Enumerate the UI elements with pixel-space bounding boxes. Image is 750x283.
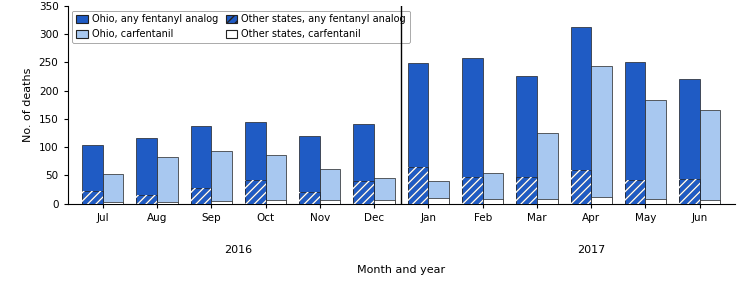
Bar bbox=[82, 191, 103, 204]
Bar bbox=[700, 110, 720, 204]
Bar bbox=[679, 79, 700, 204]
Bar bbox=[374, 200, 394, 204]
Bar bbox=[462, 58, 483, 204]
Bar bbox=[245, 180, 266, 204]
Bar bbox=[700, 200, 720, 204]
Bar bbox=[353, 124, 374, 204]
Bar bbox=[82, 191, 103, 204]
Bar bbox=[136, 195, 157, 204]
Y-axis label: No. of deaths: No. of deaths bbox=[23, 68, 33, 142]
Bar bbox=[190, 188, 211, 204]
Bar bbox=[82, 145, 103, 204]
Bar bbox=[571, 170, 591, 204]
Bar bbox=[408, 167, 428, 204]
Bar bbox=[408, 167, 428, 204]
Text: Month and year: Month and year bbox=[357, 265, 446, 275]
Bar bbox=[157, 202, 178, 204]
Bar bbox=[136, 195, 157, 204]
Bar bbox=[516, 177, 537, 204]
Bar bbox=[571, 170, 591, 204]
Bar bbox=[299, 136, 320, 204]
Bar bbox=[190, 188, 211, 204]
Bar bbox=[266, 155, 286, 204]
Bar bbox=[591, 66, 612, 204]
Bar bbox=[537, 133, 557, 204]
Bar bbox=[483, 199, 503, 204]
Bar bbox=[353, 181, 374, 204]
Bar bbox=[679, 179, 700, 204]
Bar bbox=[571, 27, 591, 204]
Bar bbox=[103, 202, 124, 204]
Bar bbox=[245, 180, 266, 204]
Bar bbox=[299, 192, 320, 204]
Bar bbox=[320, 200, 340, 204]
Bar bbox=[537, 199, 557, 204]
Bar bbox=[625, 62, 646, 204]
Bar bbox=[320, 169, 340, 204]
Bar bbox=[136, 138, 157, 204]
Bar bbox=[483, 173, 503, 204]
Bar bbox=[462, 177, 483, 204]
Bar bbox=[408, 63, 428, 204]
Bar bbox=[374, 178, 394, 204]
Bar bbox=[679, 179, 700, 204]
Bar bbox=[266, 200, 286, 204]
Text: 2016: 2016 bbox=[224, 245, 253, 256]
Bar bbox=[157, 157, 178, 204]
Bar bbox=[646, 100, 666, 204]
Bar bbox=[190, 126, 211, 204]
Bar bbox=[428, 198, 449, 204]
Bar bbox=[353, 181, 374, 204]
Bar bbox=[516, 177, 537, 204]
Text: 2017: 2017 bbox=[577, 245, 605, 256]
Bar bbox=[103, 174, 124, 204]
Bar bbox=[516, 76, 537, 204]
Bar bbox=[646, 199, 666, 204]
Bar bbox=[211, 151, 232, 204]
Bar bbox=[462, 177, 483, 204]
Bar bbox=[211, 201, 232, 204]
Bar bbox=[245, 122, 266, 204]
Bar bbox=[428, 181, 449, 204]
Bar bbox=[625, 180, 646, 204]
Bar bbox=[299, 192, 320, 204]
Legend: Ohio, any fentanyl analog, Ohio, carfentanil, Other states, any fentanyl analog,: Ohio, any fentanyl analog, Ohio, carfent… bbox=[72, 10, 410, 43]
Bar bbox=[625, 180, 646, 204]
Bar bbox=[591, 197, 612, 204]
